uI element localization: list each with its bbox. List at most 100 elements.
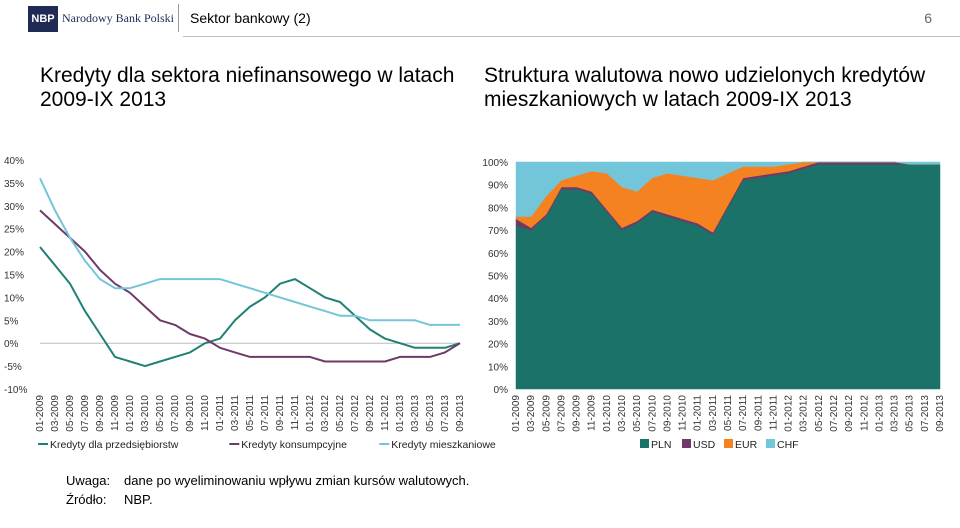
left-chart-title: Kredyty dla sektora niefinansowego w lat… [40,64,455,111]
left-y-tick-label: -5% [4,362,22,373]
left-x-tick-label: 05-2013 [425,395,436,432]
right-series-area [515,161,941,217]
right-x-tick-label: 11-2012 [859,395,870,431]
right-x-tick-label: 03-2011 [708,395,719,431]
nbp-logo-text: Narodowy Bank Polski [62,11,174,25]
right-y-tick-label: 60% [488,249,508,260]
left-series-line [39,209,461,363]
left-y-tick-label: 35% [4,179,24,190]
right-x-tick-label: 03-2010 [617,395,628,432]
left-x-tick-label: 07-2010 [170,395,181,432]
left-x-tick-label: 11-2009 [110,395,121,431]
right-y-tick-label: 50% [488,272,508,283]
left-y-tick-label: 40% [4,156,24,167]
left-x-tick-label: 01-2013 [395,395,406,432]
header-rule [183,36,960,37]
right-x-tick-label: 09-2012 [844,395,855,432]
left-x-tick-label: 07-2012 [350,395,361,432]
right-x-tick-label: 01-2010 [602,395,613,432]
left-y-tick-label: 30% [4,202,24,213]
header-separator [178,4,179,32]
right-legend-label: EUR [735,439,758,451]
right-x-tick-label: 11-2010 [678,395,689,431]
left-x-tick-label: 11-2010 [200,395,211,431]
left-x-tick-label: 05-2012 [335,395,346,432]
left-x-tick-label: 03-2010 [140,395,151,432]
left-legend-label: Kredyty dla przedsiębiorstw [50,439,179,451]
right-x-tick-label: 01-2009 [511,395,522,432]
section-title: Sektor bankowy (2) [190,10,311,26]
right-y-tick-label: 100% [482,158,508,169]
right-x-tick-label: 11-2009 [587,395,598,431]
left-legend-label: Kredyty konsumpcyjne [241,439,347,451]
right-x-tick-label: 01-2011 [693,395,704,431]
left-series-line [39,177,460,326]
left-x-tick-label: 05-2009 [65,395,76,432]
note-source-label: Źródło: [66,492,107,507]
left-y-tick-label: 20% [4,248,24,259]
right-x-tick-label: 05-2011 [723,395,734,431]
right-legend-swatch [682,439,691,448]
right-x-tick-label: 11-2011 [768,395,779,431]
left-y-tick-label: 15% [4,271,24,282]
left-x-tick-label: 11-2012 [380,395,391,431]
left-x-tick-label: 09-2009 [95,395,106,432]
left-x-tick-label: 11-2011 [290,395,301,431]
right-x-tick-label: 03-2013 [890,395,901,432]
right-legend-swatch [724,439,733,448]
right-legend-swatch [766,439,775,448]
right-x-tick-label: 01-2013 [874,395,885,432]
note-uwaga-label: Uwaga: [66,473,111,488]
right-x-tick-label: 05-2010 [632,395,643,432]
right-x-tick-label: 09-2013 [935,395,946,432]
right-y-tick-label: 90% [488,181,508,192]
right-x-tick-label: 05-2009 [541,395,552,432]
right-x-tick-label: 09-2011 [753,395,764,431]
right-y-tick-label: 0% [494,385,509,396]
right-x-tick-label: 03-2012 [799,395,810,432]
right-y-tick-label: 40% [488,294,508,305]
left-y-tick-label: 25% [4,225,24,236]
left-x-tick-label: 05-2010 [155,395,166,432]
left-x-tick-label: 03-2012 [320,395,331,432]
right-y-tick-label: 20% [488,340,508,351]
right-chart-title: Struktura walutowa nowo udzielonych kred… [484,64,926,111]
left-series-line [39,246,461,368]
left-x-tick-label: 09-2011 [275,395,286,431]
note-source-text: NBP. [124,492,153,507]
right-legend-label: USD [693,439,716,451]
left-x-tick-label: 03-2009 [50,395,61,432]
note-uwaga: Uwaga: dane po wyeliminowaniu wpływu zmia… [66,473,469,488]
left-y-tick-label: -10% [4,385,27,396]
left-x-tick-label: 05-2011 [245,395,256,431]
right-legend-label: CHF [777,439,799,451]
right-x-tick-label: 01-2012 [784,395,795,432]
right-x-tick-label: 07-2013 [920,395,931,432]
left-x-tick-label: 09-2012 [365,395,376,432]
left-x-tick-label: 09-2013 [455,395,466,432]
right-x-tick-label: 07-2010 [647,395,658,432]
left-x-tick-label: 03-2013 [410,395,421,432]
right-x-tick-label: 05-2013 [905,395,916,432]
left-x-tick-label: 07-2009 [80,395,91,432]
right-x-tick-label: 07-2012 [829,395,840,432]
right-x-tick-label: 07-2009 [556,395,567,432]
right-y-tick-label: 10% [488,362,508,373]
left-y-tick-label: 10% [4,293,24,304]
right-y-tick-label: 80% [488,203,508,214]
right-x-tick-label: 09-2009 [572,395,583,432]
right-legend-swatch [640,439,649,448]
note-uwaga-text: dane po wyeliminowaniu wpływu zmian kurs… [124,473,470,488]
left-x-tick-label: 01-2011 [215,395,226,431]
nbp-logo-mark: NBP [28,6,58,32]
right-x-tick-label: 07-2011 [738,395,749,431]
right-x-tick-label: 05-2012 [814,395,825,432]
left-x-tick-label: 01-2010 [125,395,136,432]
left-y-tick-label: 0% [4,339,19,350]
left-x-tick-label: 03-2011 [230,395,241,431]
left-y-tick-label: 5% [4,316,19,327]
right-x-tick-label: 09-2010 [662,395,673,432]
note-source: Źródło: NBP. [66,492,153,507]
left-x-tick-label: 01-2012 [305,395,316,432]
